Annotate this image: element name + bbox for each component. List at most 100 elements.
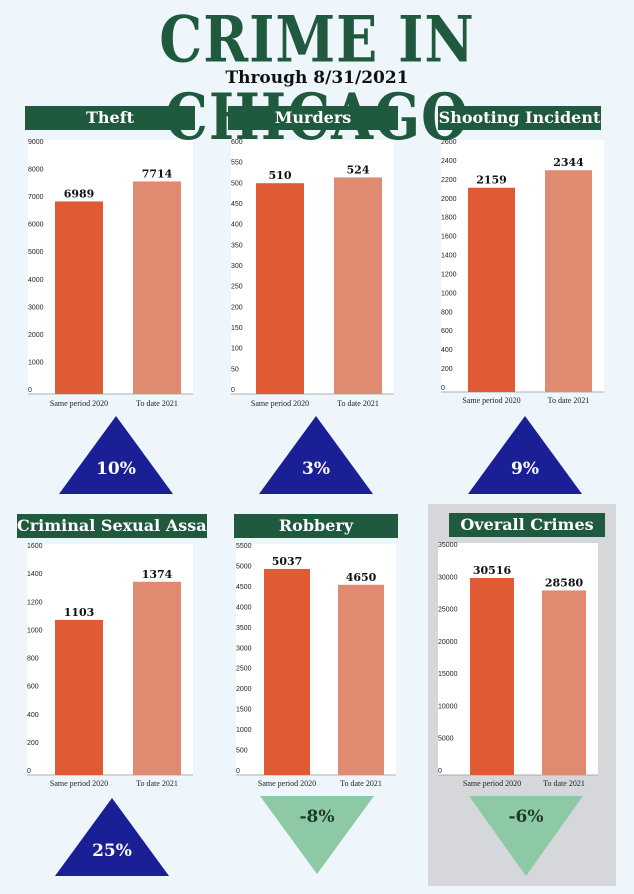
murders-y-tick-label: 550 [231, 160, 243, 167]
murders-y-tick-label: 300 [231, 263, 243, 270]
murders-y-tick-label: 400 [231, 222, 243, 229]
criminal-sexual-assault-y-tick-label: 1400 [27, 571, 43, 578]
shooting-incident-y-tick-label: 1600 [441, 234, 457, 241]
murders-y-tick-label: 150 [231, 325, 243, 332]
theft-value-label: 7714 [142, 167, 173, 180]
robbery-bar-2021 [338, 584, 384, 775]
overall-crimes-y-tick-label: 25000 [438, 607, 458, 614]
robbery-decrease-triangle [260, 796, 374, 874]
overall-crimes-category-label: Same period 2020 [463, 779, 521, 788]
murders-y-tick-label: 500 [231, 180, 243, 187]
robbery-y-tick-label: 5000 [236, 563, 252, 570]
robbery-y-tick-label: 3500 [236, 625, 252, 632]
shooting-incident-y-tick-label: 600 [441, 328, 453, 335]
murders-y-tick-label: 350 [231, 242, 243, 249]
overall-crimes-category-label: To date 2021 [543, 779, 585, 788]
shooting-incident-bar-2020 [468, 187, 515, 392]
murders-value-label: 524 [347, 163, 370, 176]
murders-change-label: 3% [302, 459, 330, 479]
robbery-y-tick-label: 4500 [236, 584, 252, 591]
robbery-y-tick-label: 3000 [236, 645, 252, 652]
theft-value-label: 6989 [64, 187, 95, 200]
criminal-sexual-assault-value-label: 1374 [142, 568, 173, 581]
robbery-chart-title: Robbery [234, 514, 398, 538]
criminal-sexual-assault-y-tick-label: 400 [27, 712, 39, 719]
shooting-incident-y-tick-label: 2400 [441, 158, 457, 165]
murders-y-tick-label: 450 [231, 201, 243, 208]
overall-crimes-value-label: 28580 [545, 576, 584, 589]
robbery-chart: 0 500 1000 1500 2000 2500 3000 3500 4000 4500 5000… [236, 543, 396, 874]
robbery-bar-2020 [264, 568, 310, 775]
shooting-incident-y-tick-label: 1400 [441, 253, 457, 260]
criminal-sexual-assault-y-tick-label: 1000 [27, 627, 43, 634]
robbery-category-label: To date 2021 [340, 779, 382, 788]
theft-y-tick-label: 6000 [28, 222, 44, 229]
shooting-incident-y-tick-label: 0 [441, 385, 445, 392]
shooting-incident-y-tick-label: 400 [441, 347, 453, 354]
shooting-incident-bar-2021 [545, 170, 592, 392]
criminal-sexual-assault-increase-triangle [55, 798, 169, 876]
shooting-incident-chart-title: Shooting Incident [438, 106, 601, 130]
robbery-change-label: -8% [299, 807, 334, 827]
overall-crimes-y-tick-label: 30000 [438, 574, 458, 581]
robbery-y-tick-label: 2500 [236, 666, 252, 673]
theft-y-tick-label: 1000 [28, 359, 44, 366]
criminal-sexual-assault-y-tick-label: 800 [27, 656, 39, 663]
theft-chart: 0 1000 2000 3000 4000 5000 6000 7000 8000 9000 698… [28, 139, 193, 494]
shooting-incident-y-tick-label: 200 [441, 366, 453, 373]
overall-crimes-change-label: -6% [508, 807, 543, 827]
theft-bar-2021 [133, 181, 181, 394]
criminal-sexual-assault-y-tick-label: 600 [27, 684, 39, 691]
page-subtitle: Through 8/31/2021 [225, 68, 409, 88]
murders-y-tick-label: 200 [231, 304, 243, 311]
overall-crimes-y-tick-label: 0 [438, 768, 442, 775]
criminal-sexual-assault-y-tick-label: 1200 [27, 599, 43, 606]
shooting-incident-increase-triangle [468, 416, 582, 494]
murders-chart: 0 50 100 150 200 250 300 350 400 450 500 550 600 510 S… [231, 139, 394, 494]
murders-increase-triangle [259, 416, 373, 494]
theft-category-label: Same period 2020 [50, 399, 108, 408]
criminal-sexual-assault-value-label: 1103 [64, 606, 95, 619]
theft-y-tick-label: 5000 [28, 249, 44, 256]
overall-crimes-chart: 0 5000 10000 15000 20000 25000 30000 35000 30516… [438, 542, 598, 876]
shooting-incident-y-tick-label: 1000 [441, 290, 457, 297]
shooting-incident-category-label: To date 2021 [548, 396, 590, 405]
robbery-y-tick-label: 500 [236, 748, 248, 755]
theft-change-label: 10% [96, 459, 136, 479]
robbery-value-label: 4650 [346, 571, 377, 584]
overall-crimes-bar-2020 [470, 577, 514, 775]
shooting-incident-y-tick-label: 2600 [441, 139, 457, 146]
overall-crimes-chart-title: Overall Crimes [449, 513, 605, 537]
robbery-y-tick-label: 2000 [236, 686, 252, 693]
overall-crimes-y-tick-label: 35000 [438, 542, 458, 549]
robbery-y-tick-label: 1500 [236, 707, 252, 714]
overall-crimes-y-tick-label: 15000 [438, 671, 458, 678]
murders-y-tick-label: 100 [231, 346, 243, 353]
theft-y-tick-label: 7000 [28, 194, 44, 201]
shooting-incident-change-label: 9% [511, 459, 539, 479]
murders-y-tick-label: 0 [231, 387, 235, 394]
murders-value-label: 510 [269, 169, 292, 182]
overall-crimes-y-tick-label: 5000 [438, 736, 454, 743]
murders-category-label: Same period 2020 [251, 399, 309, 408]
shooting-incident-y-tick-label: 800 [441, 309, 453, 316]
overall-crimes-y-tick-label: 10000 [438, 703, 458, 710]
robbery-value-label: 5037 [272, 555, 303, 568]
criminal-sexual-assault-chart: 0 200 400 600 800 1000 1200 1400 1600 1103 Same pe… [27, 543, 193, 876]
overall-crimes-y-tick-label: 20000 [438, 639, 458, 646]
overall-crimes-decrease-triangle [469, 796, 583, 876]
criminal-sexual-assault-category-label: To date 2021 [136, 779, 178, 788]
murders-chart-title: Murders [228, 106, 398, 130]
criminal-sexual-assault-chart-title: Criminal Sexual Assault [17, 514, 207, 538]
criminal-sexual-assault-bar-2020 [55, 619, 103, 775]
murders-category-label: To date 2021 [337, 399, 379, 408]
shooting-incident-category-label: Same period 2020 [462, 396, 520, 405]
criminal-sexual-assault-category-label: Same period 2020 [50, 779, 108, 788]
shooting-incident-value-label: 2344 [553, 156, 584, 169]
shooting-incident-y-tick-label: 2000 [441, 196, 457, 203]
theft-y-tick-label: 0 [28, 387, 32, 394]
robbery-y-tick-label: 5500 [236, 543, 252, 550]
shooting-incident-chart: 0 200 400 600 800 1000 1200 1400 1600 1800 2000 220… [441, 139, 604, 494]
theft-y-tick-label: 4000 [28, 277, 44, 284]
